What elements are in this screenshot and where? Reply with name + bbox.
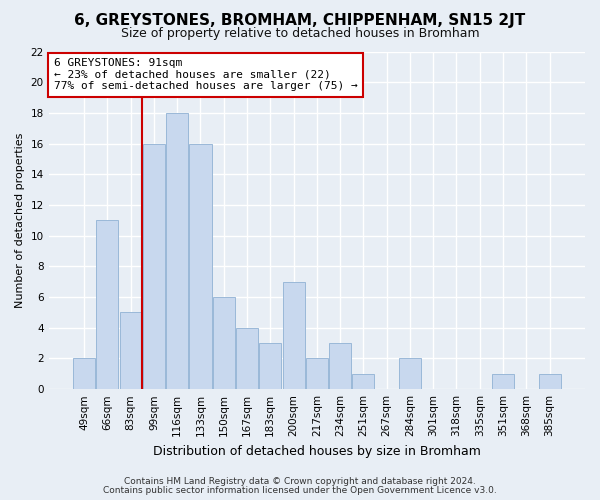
Text: 6, GREYSTONES, BROMHAM, CHIPPENHAM, SN15 2JT: 6, GREYSTONES, BROMHAM, CHIPPENHAM, SN15… [74,12,526,28]
Bar [73,358,95,389]
Bar [306,358,328,389]
Bar [399,358,421,389]
Bar [259,343,281,389]
Bar [212,297,235,389]
Bar [352,374,374,389]
Bar [190,144,212,389]
Text: 6 GREYSTONES: 91sqm
← 23% of detached houses are smaller (22)
77% of semi-detach: 6 GREYSTONES: 91sqm ← 23% of detached ho… [54,58,358,92]
Bar [119,312,142,389]
Text: Contains public sector information licensed under the Open Government Licence v3: Contains public sector information licen… [103,486,497,495]
X-axis label: Distribution of detached houses by size in Bromham: Distribution of detached houses by size … [153,444,481,458]
Bar [492,374,514,389]
Bar [166,113,188,389]
Y-axis label: Number of detached properties: Number of detached properties [15,132,25,308]
Bar [539,374,560,389]
Text: Size of property relative to detached houses in Bromham: Size of property relative to detached ho… [121,28,479,40]
Bar [143,144,165,389]
Text: Contains HM Land Registry data © Crown copyright and database right 2024.: Contains HM Land Registry data © Crown c… [124,477,476,486]
Bar [329,343,351,389]
Bar [283,282,305,389]
Bar [97,220,118,389]
Bar [236,328,258,389]
